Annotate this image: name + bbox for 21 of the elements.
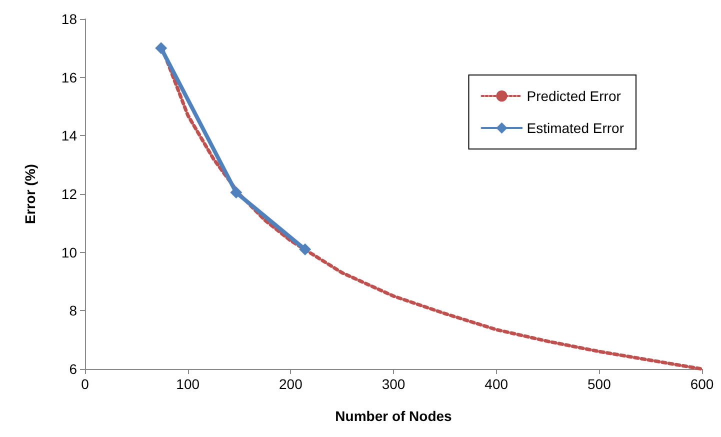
y-tick-label: 18 bbox=[61, 11, 78, 27]
x-tick-label: 0 bbox=[81, 376, 90, 392]
x-axis-title: Number of Nodes bbox=[335, 408, 452, 424]
y-tick-label: 14 bbox=[61, 128, 78, 144]
x-tick-label: 500 bbox=[587, 376, 612, 392]
y-tick-label: 6 bbox=[69, 361, 78, 377]
y-tick-label: 8 bbox=[69, 302, 78, 319]
legend-label: Estimated Error bbox=[526, 120, 624, 136]
point bbox=[299, 243, 312, 256]
y-tick-label: 10 bbox=[61, 244, 78, 260]
point bbox=[230, 186, 242, 199]
x-tick-label: 400 bbox=[484, 376, 508, 392]
x-tick-label: 100 bbox=[176, 376, 200, 392]
y-tick-label: 16 bbox=[61, 69, 78, 86]
y-tick-label: 12 bbox=[61, 186, 78, 202]
point bbox=[155, 42, 168, 54]
x-tick-label: 600 bbox=[690, 376, 714, 392]
x-tick-label: 300 bbox=[382, 376, 406, 392]
y-axis-title: Error (%) bbox=[22, 164, 38, 224]
legend-label: Predicted Error bbox=[526, 88, 622, 104]
x-tick-label: 200 bbox=[278, 376, 303, 392]
